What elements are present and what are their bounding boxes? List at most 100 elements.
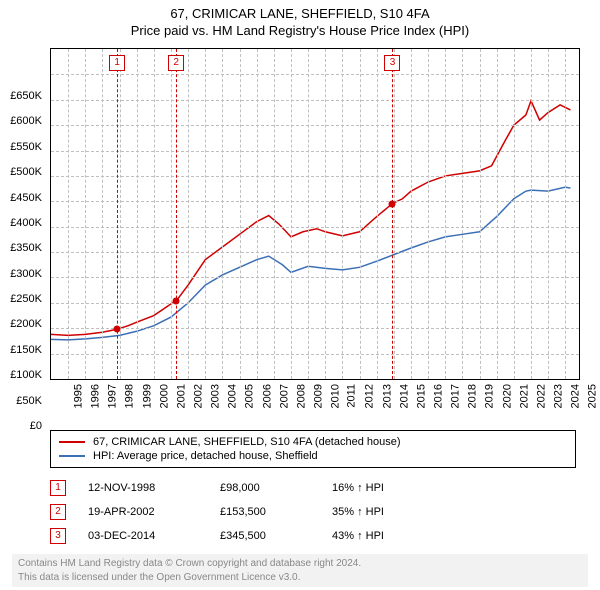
transaction-index: 2 bbox=[50, 504, 66, 520]
series-hpi bbox=[51, 187, 570, 340]
gridline-v bbox=[514, 49, 515, 379]
x-tick-label: 1998 bbox=[124, 384, 136, 408]
gridline-h bbox=[51, 151, 579, 152]
x-tick-label: 2025 bbox=[587, 384, 599, 408]
y-tick-label: £300K bbox=[10, 268, 42, 280]
title-main: 67, CRIMICAR LANE, SHEFFIELD, S10 4FA bbox=[0, 6, 600, 21]
transaction-price: £98,000 bbox=[220, 482, 310, 494]
gridline-v bbox=[291, 49, 292, 379]
series-property bbox=[51, 101, 570, 336]
gridline-v bbox=[85, 49, 86, 379]
gridline-h bbox=[51, 201, 579, 202]
gridline-v bbox=[497, 49, 498, 379]
marker-point bbox=[173, 298, 180, 305]
x-tick-label: 2005 bbox=[244, 384, 256, 408]
gridline-v bbox=[462, 49, 463, 379]
x-tick-label: 2008 bbox=[295, 384, 307, 408]
gridline-v bbox=[548, 49, 549, 379]
gridline-v bbox=[102, 49, 103, 379]
gridline-v bbox=[274, 49, 275, 379]
x-tick-label: 2013 bbox=[381, 384, 393, 408]
marker-point bbox=[114, 326, 121, 333]
marker-box: 1 bbox=[109, 55, 125, 71]
transaction-date: 12-NOV-1998 bbox=[88, 482, 198, 494]
transaction-pct: 16% ↑ HPI bbox=[332, 482, 442, 494]
x-tick-label: 2001 bbox=[175, 384, 187, 408]
y-tick-label: £350K bbox=[10, 242, 42, 254]
gridline-v bbox=[360, 49, 361, 379]
gridline-h bbox=[51, 354, 579, 355]
x-tick-label: 2015 bbox=[415, 384, 427, 408]
gridline-v bbox=[411, 49, 412, 379]
x-tick-label: 2006 bbox=[261, 384, 273, 408]
x-tick-label: 1997 bbox=[107, 384, 119, 408]
x-tick-label: 1995 bbox=[72, 384, 84, 408]
transaction-row: 1 12-NOV-1998 £98,000 16% ↑ HPI bbox=[50, 476, 574, 500]
transaction-price: £345,500 bbox=[220, 530, 310, 542]
gridline-v bbox=[205, 49, 206, 379]
x-tick-label: 2019 bbox=[484, 384, 496, 408]
gridline-h bbox=[51, 74, 579, 75]
transaction-index: 1 bbox=[50, 480, 66, 496]
x-tick-label: 2018 bbox=[467, 384, 479, 408]
y-tick-label: £400K bbox=[10, 217, 42, 229]
plot-area: 123 bbox=[50, 48, 580, 380]
legend-swatch bbox=[59, 455, 85, 457]
transaction-price: £153,500 bbox=[220, 506, 310, 518]
legend: 67, CRIMICAR LANE, SHEFFIELD, S10 4FA (d… bbox=[50, 430, 576, 468]
marker-point bbox=[389, 200, 396, 207]
transaction-pct: 43% ↑ HPI bbox=[332, 530, 442, 542]
gridline-h bbox=[51, 252, 579, 253]
x-tick-label: 2010 bbox=[330, 384, 342, 408]
gridline-h bbox=[51, 303, 579, 304]
transactions-table: 1 12-NOV-1998 £98,000 16% ↑ HPI 2 19-APR-2002… bbox=[50, 476, 574, 548]
transaction-pct: 35% ↑ HPI bbox=[332, 506, 442, 518]
legend-row: 67, CRIMICAR LANE, SHEFFIELD, S10 4FA (d… bbox=[59, 435, 567, 449]
gridline-v bbox=[565, 49, 566, 379]
y-tick-label: £250K bbox=[10, 293, 42, 305]
footer-line-1: Contains HM Land Registry data © Crown c… bbox=[18, 557, 582, 571]
gridline-v bbox=[325, 49, 326, 379]
x-tick-label: 2023 bbox=[552, 384, 564, 408]
x-tick-label: 2000 bbox=[158, 384, 170, 408]
x-tick-label: 2017 bbox=[450, 384, 462, 408]
x-tick-label: 2021 bbox=[518, 384, 530, 408]
y-tick-label: £650K bbox=[10, 90, 42, 102]
gridline-h bbox=[51, 277, 579, 278]
x-tick-label: 2004 bbox=[227, 384, 239, 408]
gridline-v bbox=[531, 49, 532, 379]
legend-label: HPI: Average price, detached house, Shef… bbox=[93, 450, 318, 462]
gridline-v bbox=[445, 49, 446, 379]
x-tick-label: 2014 bbox=[398, 384, 410, 408]
line-svg bbox=[51, 49, 579, 379]
chart-container: 67, CRIMICAR LANE, SHEFFIELD, S10 4FA Pr… bbox=[0, 0, 600, 587]
y-tick-label: £0 bbox=[30, 420, 42, 432]
x-tick-label: 2007 bbox=[278, 384, 290, 408]
transaction-date: 19-APR-2002 bbox=[88, 506, 198, 518]
y-tick-label: £150K bbox=[10, 344, 42, 356]
y-tick-label: £550K bbox=[10, 141, 42, 153]
transaction-index: 3 bbox=[50, 528, 66, 544]
y-tick-label: £450K bbox=[10, 192, 42, 204]
y-axis-labels: £0£50K£100K£150K£200K£250K£300K£350K£400… bbox=[0, 96, 46, 426]
x-tick-label: 2011 bbox=[346, 384, 358, 408]
marker-box: 2 bbox=[168, 55, 184, 71]
marker-line bbox=[176, 49, 177, 379]
legend-swatch bbox=[59, 441, 85, 443]
marker-line bbox=[392, 49, 393, 379]
gridline-v bbox=[137, 49, 138, 379]
x-tick-label: 2024 bbox=[570, 384, 582, 408]
gridline-v bbox=[308, 49, 309, 379]
transaction-date: 03-DEC-2014 bbox=[88, 530, 198, 542]
x-tick-label: 2003 bbox=[210, 384, 222, 408]
gridline-v bbox=[240, 49, 241, 379]
gridline-v bbox=[222, 49, 223, 379]
gridline-v bbox=[171, 49, 172, 379]
x-tick-label: 1999 bbox=[141, 384, 153, 408]
gridline-v bbox=[428, 49, 429, 379]
x-tick-label: 2009 bbox=[312, 384, 324, 408]
x-tick-label: 2012 bbox=[364, 384, 376, 408]
gridline-h bbox=[51, 100, 579, 101]
x-tick-label: 1996 bbox=[90, 384, 102, 408]
legend-label: 67, CRIMICAR LANE, SHEFFIELD, S10 4FA (d… bbox=[93, 436, 401, 448]
